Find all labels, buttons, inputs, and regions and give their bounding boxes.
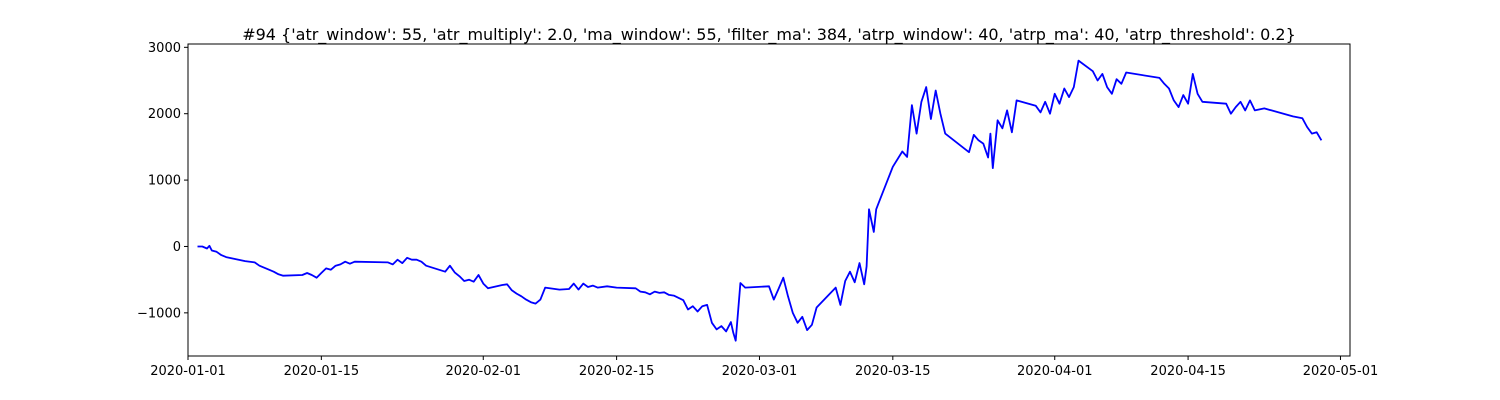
x-tick-label: 2020-03-15: [855, 364, 931, 379]
x-tick-label: 2020-04-15: [1150, 364, 1226, 379]
y-tick-label: 0: [173, 240, 181, 255]
x-tick-label: 2020-05-01: [1303, 364, 1379, 379]
x-tick-label: 2020-02-15: [579, 364, 655, 379]
series-line: [197, 59, 1323, 342]
plot-frame: [187, 43, 1351, 357]
x-tick-label: 2020-01-15: [284, 364, 360, 379]
chart-title: #94 {'atr_window': 55, 'atr_multiply': 2…: [242, 25, 1296, 45]
series-layer: [197, 59, 1323, 342]
y-tick-label: 1000: [148, 174, 181, 189]
y-tick-label: 3000: [148, 41, 181, 56]
x-axis: 2020-01-01 2020-01-15 2020-02-01 2020-02-15…: [150, 356, 1378, 379]
x-tick-label: 2020-03-01: [722, 364, 798, 379]
y-axis: −1000 0 1000 2000 3000: [137, 41, 188, 321]
x-tick-label: 2020-02-01: [445, 364, 521, 379]
x-tick-label: 2020-01-01: [150, 364, 226, 379]
x-tick-label: 2020-04-01: [1017, 364, 1093, 379]
y-tick-label: −1000: [137, 306, 181, 321]
y-tick-label: 2000: [148, 107, 181, 122]
